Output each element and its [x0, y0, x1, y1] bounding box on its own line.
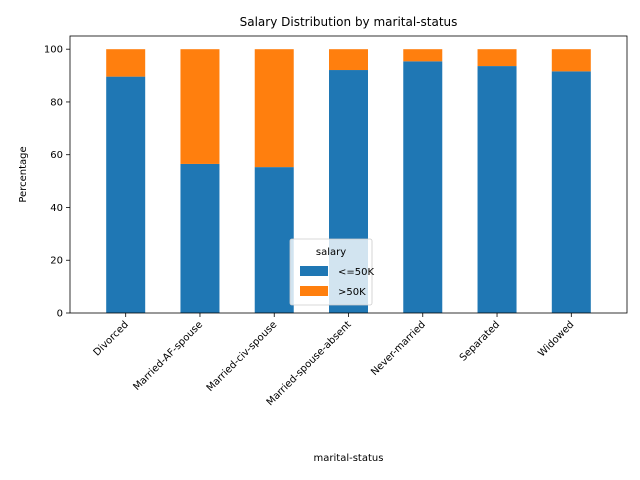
bar-le50k-widowed — [551, 71, 591, 313]
x-tick-label: Married-spouse-absent — [265, 319, 354, 408]
x-tick-label: Widowed — [536, 319, 576, 359]
x-tick-label: Never-married — [369, 319, 428, 378]
bar-le50k-married-af-spouse — [180, 163, 220, 313]
legend-swatch-le50k — [300, 266, 328, 276]
bar-gt50k-divorced — [106, 49, 146, 77]
y-tick-label: 100 — [44, 45, 63, 56]
bar-le50k-married-civ-spouse — [254, 167, 294, 313]
bar-gt50k-widowed — [551, 49, 591, 72]
y-tick-label: 0 — [57, 309, 63, 320]
legend-label-le50k: <=50K — [338, 267, 374, 278]
legend-title: salary — [316, 247, 346, 258]
bar-le50k-divorced — [106, 76, 146, 313]
x-axis-label: marital-status — [314, 453, 384, 464]
x-tick-label: Separated — [458, 319, 502, 363]
y-axis-label: Percentage — [18, 146, 29, 202]
bar-le50k-never-married — [403, 61, 443, 313]
bar-gt50k-married-spouse-absent — [329, 49, 368, 71]
x-axis: Divorced Married-AF-spouse Married-civ-spo… — [92, 313, 576, 408]
legend-swatch-gt50k — [300, 286, 328, 296]
legend-label-gt50k: >50K — [338, 287, 366, 298]
y-tick-label: 60 — [50, 150, 63, 161]
x-tick-label: Married-civ-spouse — [205, 319, 280, 394]
y-axis: 0 20 40 60 80 100 — [44, 45, 70, 320]
plot-frame — [69, 35, 628, 314]
plot-area — [106, 49, 591, 314]
bar-gt50k-separated — [477, 49, 517, 67]
legend: salary <=50K >50K — [289, 238, 374, 306]
bar-gt50k-never-married — [403, 49, 443, 62]
x-tick-label: Married-AF-spouse — [132, 319, 206, 393]
bar-gt50k-married-civ-spouse — [254, 49, 294, 168]
x-tick-label: Divorced — [92, 319, 131, 358]
bar-gt50k-married-af-spouse — [180, 49, 220, 164]
bar-le50k-separated — [477, 66, 517, 314]
chart-title: Salary Distribution by marital-status — [240, 15, 458, 29]
y-tick-label: 40 — [50, 203, 63, 214]
y-tick-label: 20 — [50, 256, 63, 267]
y-tick-label: 80 — [50, 97, 63, 108]
